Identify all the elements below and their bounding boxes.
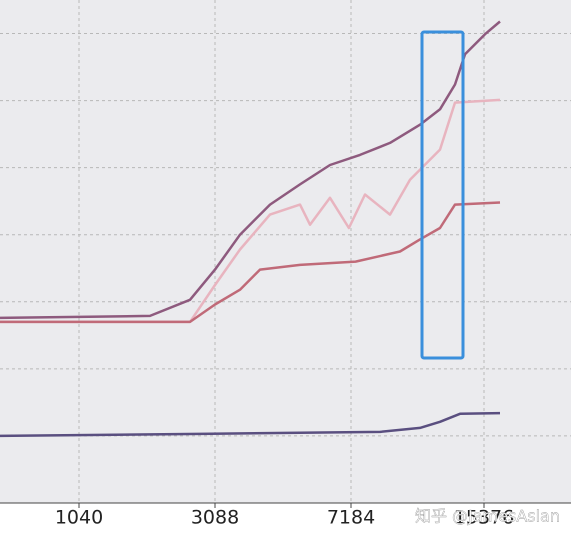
x-tick-label: 1040 <box>55 507 103 529</box>
x-tick-label: 15376 <box>454 507 514 529</box>
series-line <box>0 201 501 324</box>
plot-area <box>0 0 571 503</box>
watermark: 知乎 @JamesAslan <box>415 507 560 526</box>
x-tick-label: 7184 <box>327 507 375 529</box>
series-line <box>0 411 501 438</box>
series-line <box>0 20 501 320</box>
series-line <box>0 98 501 324</box>
x-tick-label: 3088 <box>191 507 239 529</box>
highlight-box <box>420 30 465 360</box>
